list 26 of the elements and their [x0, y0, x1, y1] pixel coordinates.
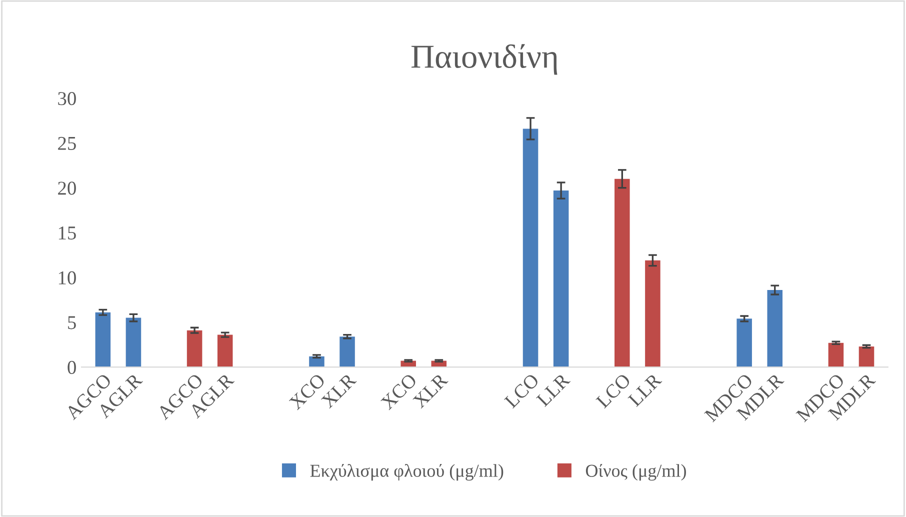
bar — [553, 190, 569, 368]
bar — [858, 346, 874, 368]
bar — [186, 330, 202, 368]
bar — [95, 312, 111, 368]
bar — [340, 336, 355, 368]
y-tick-label: 15 — [58, 226, 76, 240]
bar — [614, 178, 630, 368]
bar — [309, 356, 324, 368]
x-tick-label: LLR — [536, 372, 571, 408]
x-tick-label: LLR — [628, 372, 662, 408]
y-tick-label: 0 — [68, 360, 76, 374]
y-tick-label: 20 — [58, 182, 76, 195]
bar — [126, 318, 142, 368]
bar — [767, 290, 783, 368]
bar — [645, 260, 660, 368]
y-tick-label: 25 — [58, 136, 76, 150]
y-tick-label: 10 — [58, 271, 76, 284]
legend-label: Οίνος (μg/ml) — [586, 464, 686, 481]
bar — [217, 334, 233, 368]
y-tick-label: 30 — [58, 92, 76, 106]
chart-title: Παιονιδίνη — [411, 44, 558, 75]
bar — [522, 128, 538, 368]
legend-label: Εκχύλισμα φλοιού (μg/ml) — [310, 464, 504, 481]
bar — [828, 342, 844, 368]
bar — [736, 318, 752, 368]
y-tick-label: 5 — [68, 316, 76, 330]
